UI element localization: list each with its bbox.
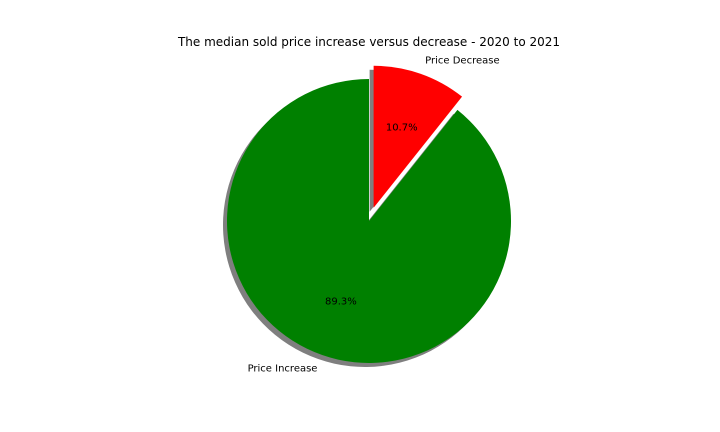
price-increase-slice — [226, 79, 511, 364]
price-decrease-slice — [373, 65, 463, 208]
price-increase-percent-label: 89.3% — [325, 296, 357, 307]
price-increase-label: Price Increase — [248, 363, 318, 374]
slice-labels: Price Decrease 10.7% Price Increase 89.3% — [248, 55, 500, 374]
pie-slices — [226, 65, 511, 364]
chart-title: The median sold price increase versus de… — [177, 35, 560, 49]
price-decrease-label: Price Decrease — [425, 55, 499, 66]
price-decrease-percent-label: 10.7% — [386, 122, 418, 133]
